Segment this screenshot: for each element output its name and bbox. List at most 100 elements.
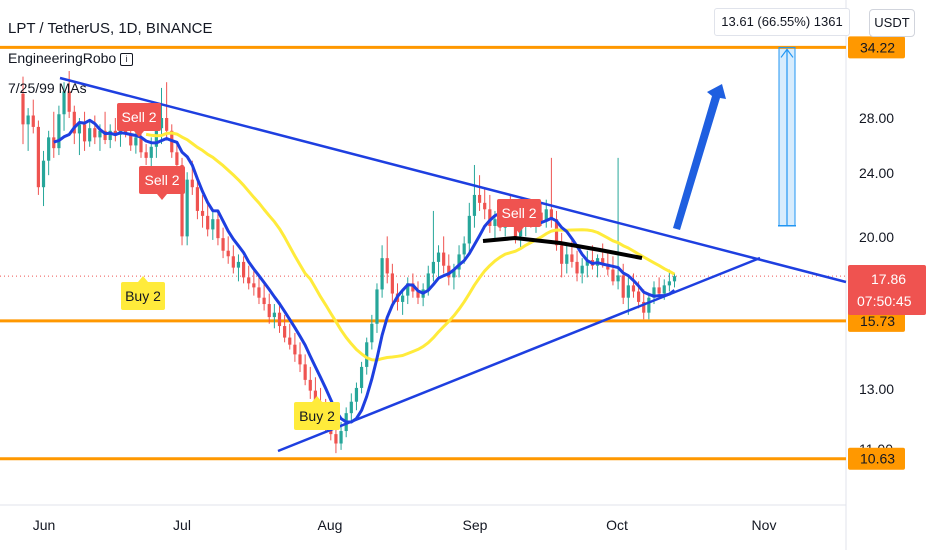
candle-body [139, 137, 143, 153]
candle-body [585, 260, 589, 266]
candle-body [77, 124, 82, 134]
x-tick-label: Jul [173, 517, 191, 533]
candle-body [247, 277, 251, 284]
x-tick-label: Jun [33, 517, 56, 533]
signal-label: Sell 2 [121, 109, 156, 125]
candle-body [637, 291, 641, 302]
price-label-text: 10.63 [860, 451, 895, 467]
candle-body [390, 273, 394, 294]
currency-button[interactable]: USDT [869, 9, 915, 37]
candle-body [195, 187, 200, 211]
x-tick-label: Nov [752, 517, 777, 533]
candle-body [549, 209, 553, 220]
candle-body [308, 379, 312, 391]
candle-body [560, 245, 564, 264]
candle-body [580, 265, 584, 274]
signal-badge-sell: Sell 2 [117, 103, 161, 137]
candle-body [452, 269, 456, 278]
price-label-bg [848, 447, 905, 470]
candle-body [93, 128, 97, 138]
candle-body [103, 130, 107, 141]
candle-body [570, 254, 574, 262]
candle-body [185, 179, 189, 237]
projection-arrow [673, 84, 726, 230]
info-icon[interactable]: i [120, 52, 134, 66]
candle-body [272, 312, 276, 318]
signal-badge-bg [139, 166, 185, 194]
candle-body [288, 337, 292, 345]
ma-7-line [53, 118, 676, 424]
candle-body [380, 258, 384, 290]
candle-body [334, 434, 338, 444]
price-label-badge: 34.22 [848, 36, 905, 59]
candle-body [149, 146, 153, 158]
price-label-badge: 15.73 [848, 309, 905, 332]
candle-body [493, 219, 497, 226]
candle-body [298, 354, 302, 365]
candle-body [652, 287, 656, 298]
candle-body [467, 215, 471, 244]
candle-body [436, 252, 441, 262]
candle-body [277, 312, 282, 327]
candle-body [611, 269, 615, 282]
candle-body [52, 137, 56, 149]
candle-body [129, 133, 133, 146]
candle-body [672, 276, 677, 282]
candle-body [175, 152, 179, 165]
signal-label: Buy 2 [125, 288, 161, 304]
candle-body [472, 194, 477, 216]
price-label-text: 15.73 [860, 313, 895, 329]
candle-body [621, 275, 625, 298]
candle-body [313, 390, 318, 402]
candle-body [211, 219, 215, 230]
candle-body [26, 115, 30, 125]
candle-body [241, 261, 246, 278]
candle-body [165, 118, 169, 131]
signal-badge-bg [294, 402, 340, 430]
candle-body [575, 261, 579, 274]
candle-body [206, 215, 210, 230]
ma-99-line [482, 235, 643, 260]
candle-body [252, 283, 256, 288]
candle-body [144, 152, 148, 158]
price-label-bg [848, 36, 905, 59]
candle-body [601, 258, 605, 264]
candle-body [257, 287, 261, 298]
signal-badge-pointer [312, 396, 322, 402]
candle-body [462, 243, 466, 255]
price-label-text: 34.22 [860, 39, 895, 55]
candle-body [113, 130, 117, 135]
candle-body [154, 128, 158, 147]
candle-body [411, 283, 415, 292]
candle-body [657, 287, 661, 294]
ma-25-line [145, 131, 676, 362]
candle-body [354, 387, 359, 402]
candle-body [267, 304, 271, 318]
candle-body [62, 91, 66, 115]
candle-body [616, 275, 620, 282]
candle-body [190, 179, 194, 188]
indicator-label: 7/25/99 MAs [8, 80, 87, 96]
candle-body [180, 164, 184, 237]
signal-badge-bg [121, 282, 165, 310]
candle-body [359, 366, 364, 388]
candle-body [477, 194, 482, 203]
candle-body [370, 323, 374, 343]
candle-body [221, 238, 225, 251]
x-tick-label: Sep [463, 517, 488, 533]
candle-body [303, 364, 307, 380]
y-tick-label: 24.00 [859, 165, 894, 181]
candle-body [431, 261, 435, 274]
candle-body [539, 212, 543, 221]
candle-body [21, 93, 25, 125]
x-tick-label: Aug [318, 517, 343, 533]
signal-badge-buy: Buy 2 [121, 276, 165, 310]
measure-readout: 13.61 (66.55%) 1361 [714, 8, 850, 36]
candle-body [98, 130, 102, 138]
candle-body [426, 273, 430, 290]
candle-body [293, 344, 297, 355]
candle-body [642, 301, 646, 313]
candle-body [134, 137, 138, 146]
